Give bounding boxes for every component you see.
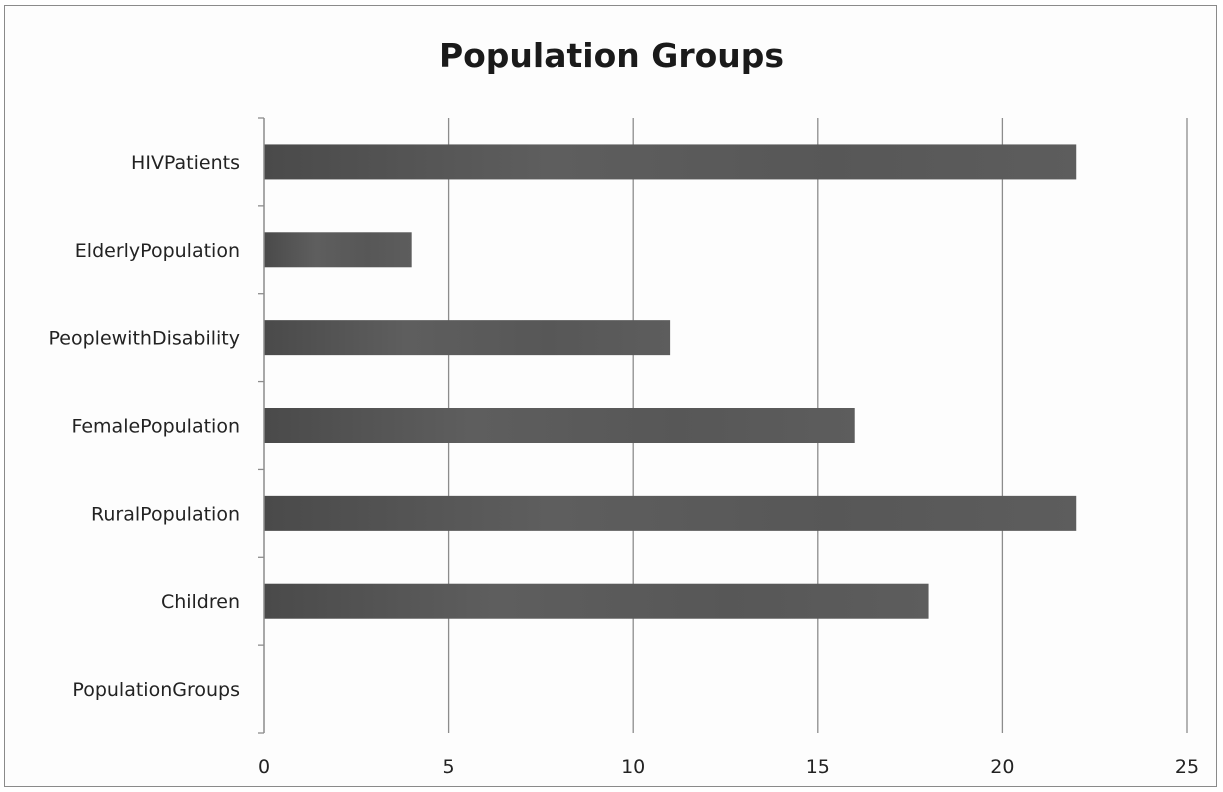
chart-frame (4, 5, 1217, 787)
x-tick-label: 5 (443, 756, 455, 778)
y-category-label: FemalePopulation (71, 416, 240, 438)
x-tick-label: 15 (806, 756, 830, 778)
y-category-label: PeoplewithDisability (49, 328, 240, 350)
x-tick-label: 20 (990, 756, 1014, 778)
x-tick-label: 10 (621, 756, 645, 778)
chart-title: Population Groups (438, 36, 785, 75)
bar (264, 408, 855, 443)
bars (264, 144, 1077, 619)
x-tick-label: 0 (258, 756, 270, 778)
labels: 0 5 10 15 20 25 PopulationGroups Children RuralP… (49, 152, 1200, 778)
y-category-label: RuralPopulation (91, 503, 240, 525)
bar (264, 583, 929, 619)
bar (264, 144, 1077, 180)
axes (258, 117, 265, 734)
bar (264, 320, 671, 356)
bar (264, 495, 1077, 531)
y-category-label: Children (161, 591, 240, 613)
y-category-label: HIVPatients (131, 152, 240, 174)
y-category-label: ElderlyPopulation (75, 240, 240, 262)
y-category-label: PopulationGroups (72, 679, 240, 701)
x-tick-label: 25 (1175, 756, 1199, 778)
bar (264, 232, 412, 268)
